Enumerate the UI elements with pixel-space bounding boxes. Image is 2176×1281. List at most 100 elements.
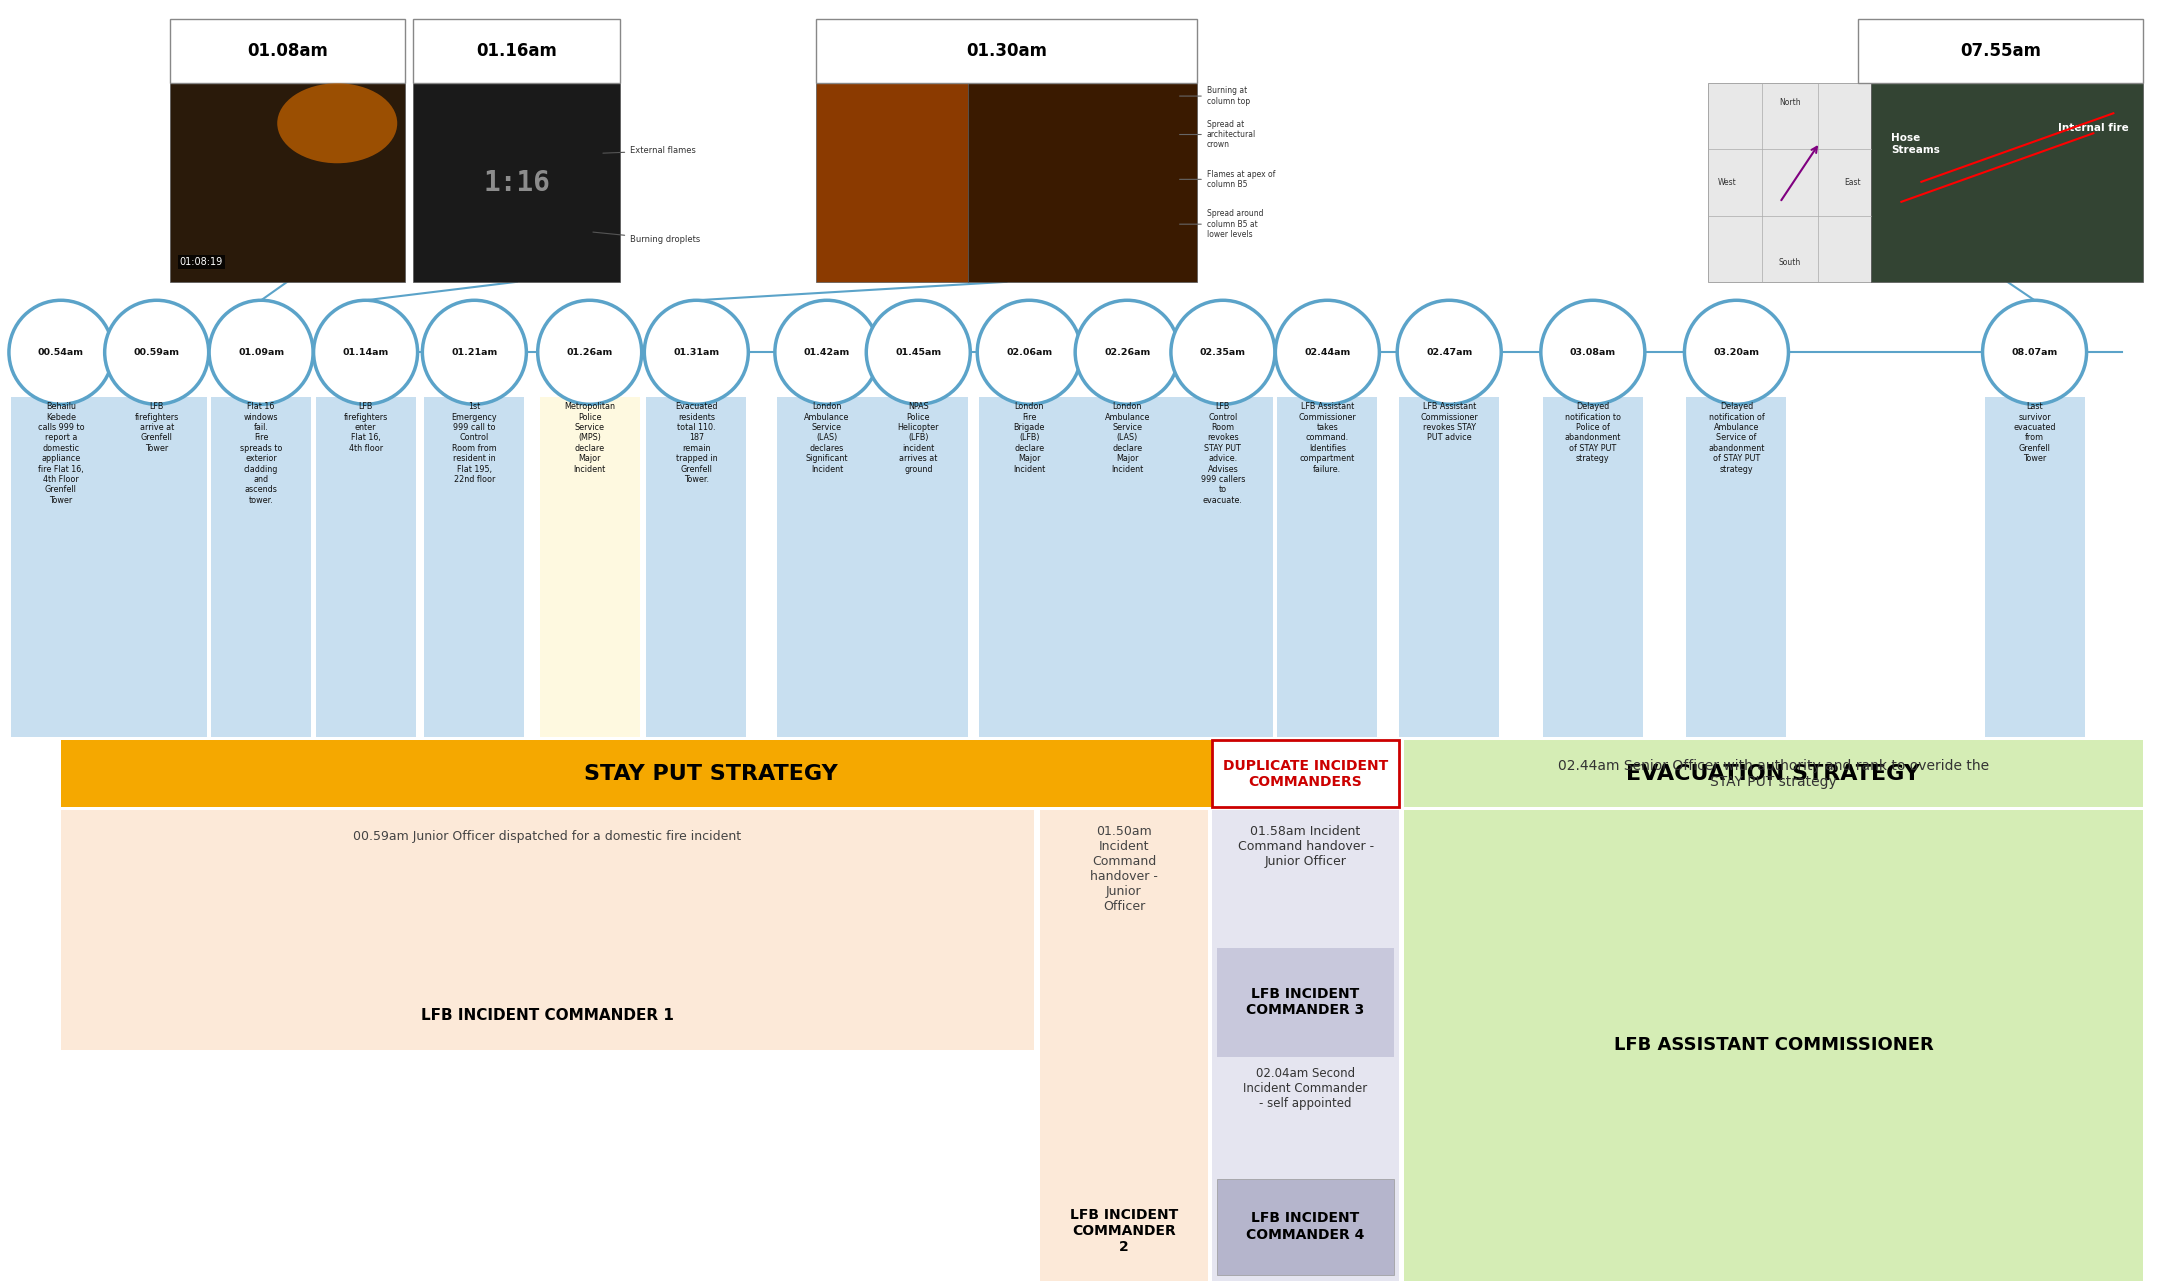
Text: LFB
firefighters
enter
Flat 16,
4th floor: LFB firefighters enter Flat 16, 4th floo… (344, 402, 387, 452)
FancyBboxPatch shape (979, 397, 1079, 737)
FancyBboxPatch shape (107, 397, 207, 737)
Text: 01.14am: 01.14am (342, 347, 390, 357)
Text: 02.06am: 02.06am (1005, 347, 1053, 357)
Text: LFB INCIDENT
COMMANDER 3: LFB INCIDENT COMMANDER 3 (1247, 988, 1364, 1017)
Text: London
Fire
Brigade
(LFB)
declare
Major
Incident: London Fire Brigade (LFB) declare Major … (1014, 402, 1044, 474)
FancyBboxPatch shape (1212, 740, 1399, 807)
FancyBboxPatch shape (170, 83, 405, 282)
Text: 00.54am: 00.54am (37, 347, 85, 357)
Text: DUPLICATE INCIDENT
COMMANDERS: DUPLICATE INCIDENT COMMANDERS (1223, 758, 1388, 789)
FancyBboxPatch shape (1040, 810, 1208, 1281)
Ellipse shape (209, 300, 313, 405)
Text: 02.47am: 02.47am (1425, 347, 1473, 357)
FancyBboxPatch shape (816, 83, 968, 282)
FancyBboxPatch shape (1404, 810, 2143, 1281)
Text: LFB INCIDENT
COMMANDER 4: LFB INCIDENT COMMANDER 4 (1247, 1212, 1364, 1241)
Text: 02.44am: 02.44am (1303, 347, 1351, 357)
Ellipse shape (313, 300, 418, 405)
Text: Spread at
architectural
crown: Spread at architectural crown (1179, 119, 1256, 150)
Ellipse shape (422, 300, 527, 405)
FancyBboxPatch shape (11, 397, 111, 737)
Ellipse shape (1982, 300, 2087, 405)
FancyBboxPatch shape (413, 19, 620, 83)
Text: Hose
Streams: Hose Streams (1891, 133, 1941, 155)
Ellipse shape (1171, 300, 1275, 405)
Text: Internal fire: Internal fire (2058, 123, 2128, 133)
Ellipse shape (276, 83, 398, 163)
FancyBboxPatch shape (1543, 397, 1643, 737)
Text: 01.08am: 01.08am (246, 42, 329, 60)
Text: 01.31am: 01.31am (672, 347, 720, 357)
Text: Evacuated
residents
total 110.
187
remain
trapped in
Grenfell
Tower.: Evacuated residents total 110. 187 remai… (675, 402, 718, 484)
Ellipse shape (1397, 300, 1501, 405)
FancyBboxPatch shape (1399, 397, 1499, 737)
Text: 01.09am: 01.09am (237, 347, 285, 357)
Text: Spread around
column B5 at
lower levels: Spread around column B5 at lower levels (1179, 209, 1264, 240)
Text: LFB
firefighters
arrive at
Grenfell
Tower: LFB firefighters arrive at Grenfell Towe… (135, 402, 178, 452)
Text: 02.35am: 02.35am (1199, 347, 1247, 357)
Ellipse shape (537, 300, 642, 405)
FancyBboxPatch shape (1212, 810, 1399, 1281)
FancyBboxPatch shape (816, 19, 1197, 83)
FancyBboxPatch shape (61, 740, 1360, 807)
Text: North: North (1780, 99, 1800, 108)
Text: 01.26am: 01.26am (566, 347, 614, 357)
Text: East: East (1845, 178, 1860, 187)
FancyBboxPatch shape (1173, 397, 1273, 737)
Text: LFB ASSISTANT COMMISSIONER: LFB ASSISTANT COMMISSIONER (1615, 1036, 1932, 1054)
Text: 1:16: 1:16 (483, 169, 551, 196)
Text: 01.45am: 01.45am (894, 347, 942, 357)
Text: LFB Assistant
Commissioner
revokes STAY
PUT advice: LFB Assistant Commissioner revokes STAY … (1421, 402, 1478, 442)
Ellipse shape (977, 300, 1081, 405)
Text: 07.55am: 07.55am (1961, 42, 2041, 60)
FancyBboxPatch shape (1985, 397, 2085, 737)
Ellipse shape (1541, 300, 1645, 405)
FancyBboxPatch shape (1404, 740, 2143, 807)
Ellipse shape (1075, 300, 1179, 405)
Text: London
Ambulance
Service
(LAS)
declares
Significant
Incident: London Ambulance Service (LAS) declares … (805, 402, 849, 474)
Text: Metropolitan
Police
Service
(MPS)
declare
Major
Incident: Metropolitan Police Service (MPS) declar… (564, 402, 616, 474)
Ellipse shape (644, 300, 749, 405)
Ellipse shape (9, 300, 113, 405)
Text: LFB INCIDENT COMMANDER 1: LFB INCIDENT COMMANDER 1 (420, 1008, 675, 1024)
Text: Delayed
notification to
Police of
abandonment
of STAY PUT
strategy: Delayed notification to Police of abando… (1565, 402, 1621, 464)
Text: 01:08:19: 01:08:19 (181, 256, 222, 266)
Text: 01.16am: 01.16am (477, 42, 557, 60)
Text: 03.08am: 03.08am (1569, 347, 1617, 357)
FancyBboxPatch shape (316, 397, 416, 737)
FancyBboxPatch shape (1277, 397, 1377, 737)
FancyBboxPatch shape (424, 397, 524, 737)
Text: Behailu
Kebede
calls 999 to
report a
domestic
appliance
fire Flat 16,
4th Floor
: Behailu Kebede calls 999 to report a dom… (37, 402, 85, 505)
FancyBboxPatch shape (1708, 83, 1871, 282)
Text: West: West (1719, 178, 1736, 187)
Text: LFB
Control
Room
revokes
STAY PUT
advice.
Advises
999 callers
to
evacuate.: LFB Control Room revokes STAY PUT advice… (1201, 402, 1245, 505)
FancyBboxPatch shape (1216, 1179, 1395, 1275)
Text: Burning droplets: Burning droplets (592, 232, 701, 243)
Text: 03.20am: 03.20am (1713, 347, 1760, 357)
FancyBboxPatch shape (540, 397, 640, 737)
FancyBboxPatch shape (1871, 83, 2143, 282)
FancyBboxPatch shape (1686, 397, 1786, 737)
Text: 08.07am: 08.07am (2011, 347, 2058, 357)
Ellipse shape (775, 300, 879, 405)
Text: Burning at
column top: Burning at column top (1179, 86, 1249, 106)
FancyBboxPatch shape (646, 397, 746, 737)
FancyBboxPatch shape (868, 397, 968, 737)
Ellipse shape (866, 300, 970, 405)
Text: 02.04am Second
Incident Commander
- self appointed: 02.04am Second Incident Commander - self… (1242, 1067, 1369, 1109)
Text: 01.30am: 01.30am (966, 42, 1047, 60)
Text: 00.59am: 00.59am (133, 347, 181, 357)
Text: London
Ambulance
Service
(LAS)
declare
Major
Incident: London Ambulance Service (LAS) declare M… (1105, 402, 1149, 474)
Ellipse shape (104, 300, 209, 405)
FancyBboxPatch shape (1216, 948, 1395, 1057)
FancyBboxPatch shape (211, 397, 311, 737)
Text: Flames at apex of
column B5: Flames at apex of column B5 (1179, 169, 1275, 190)
Ellipse shape (1684, 300, 1789, 405)
Text: External flames: External flames (603, 146, 696, 155)
Text: 01.42am: 01.42am (803, 347, 851, 357)
Text: 1st
Emergency
999 call to
Control
Room from
resident in
Flat 195,
22nd floor: 1st Emergency 999 call to Control Room f… (453, 402, 496, 484)
FancyBboxPatch shape (777, 397, 877, 737)
Text: NPAS
Police
Helicopter
(LFB)
incident
arrives at
ground: NPAS Police Helicopter (LFB) incident ar… (897, 402, 940, 474)
Text: Last
survivor
evacuated
from
Grenfell
Tower: Last survivor evacuated from Grenfell To… (2013, 402, 2056, 464)
FancyBboxPatch shape (968, 83, 1197, 282)
